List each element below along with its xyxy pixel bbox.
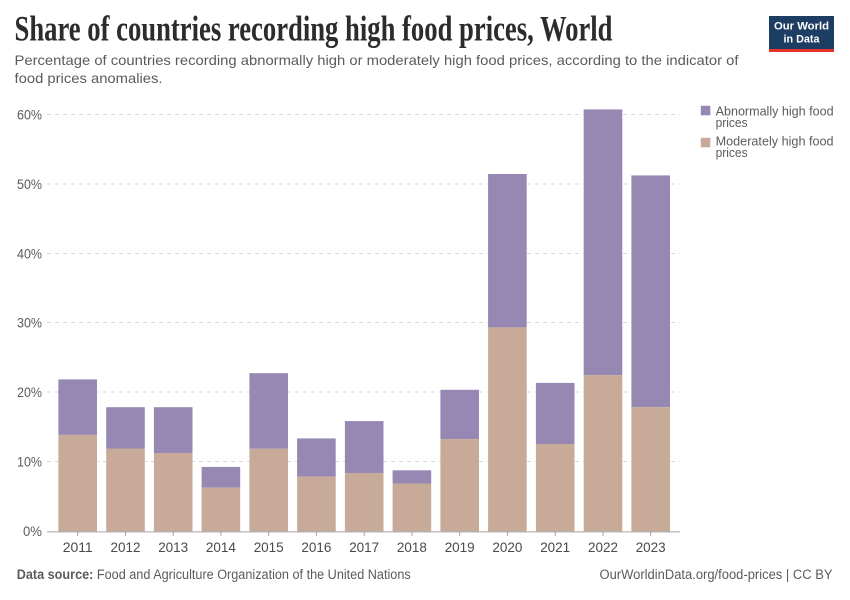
svg-text:Share of countries recording h: Share of countries recording high food p… (15, 9, 613, 49)
svg-text:Percentage of countries record: Percentage of countries recording abnorm… (15, 52, 739, 68)
svg-text:2021: 2021 (540, 539, 570, 555)
svg-text:30%: 30% (17, 315, 42, 331)
svg-text:2016: 2016 (301, 539, 331, 555)
svg-text:Abnormally high food: Abnormally high food (716, 104, 834, 119)
svg-text:2019: 2019 (445, 539, 475, 555)
svg-text:2014: 2014 (206, 539, 236, 555)
svg-text:60%: 60% (17, 107, 42, 123)
svg-text:2015: 2015 (254, 539, 284, 555)
svg-text:40%: 40% (17, 246, 42, 262)
svg-text:food prices anomalies.: food prices anomalies. (15, 70, 163, 86)
svg-text:Data source: Food and Agricult: Data source: Food and Agriculture Organi… (17, 567, 411, 582)
svg-text:2011: 2011 (63, 539, 93, 555)
svg-text:2022: 2022 (588, 539, 618, 555)
svg-text:Moderately high food: Moderately high food (716, 134, 834, 149)
svg-text:prices: prices (716, 145, 748, 160)
svg-text:OurWorldinData.org/food-prices: OurWorldinData.org/food-prices | CC BY (600, 567, 833, 582)
svg-text:Our World: Our World (774, 21, 829, 33)
svg-text:2013: 2013 (158, 539, 188, 555)
svg-text:2017: 2017 (349, 539, 379, 555)
svg-text:2023: 2023 (636, 539, 666, 555)
svg-text:in Data: in Data (784, 34, 821, 46)
svg-text:50%: 50% (17, 176, 42, 192)
svg-text:20%: 20% (17, 384, 42, 400)
svg-text:10%: 10% (17, 454, 42, 470)
svg-text:2018: 2018 (397, 539, 427, 555)
svg-text:0%: 0% (23, 523, 42, 539)
svg-text:2020: 2020 (492, 539, 522, 555)
svg-text:2012: 2012 (111, 539, 141, 555)
svg-text:prices: prices (716, 115, 748, 130)
